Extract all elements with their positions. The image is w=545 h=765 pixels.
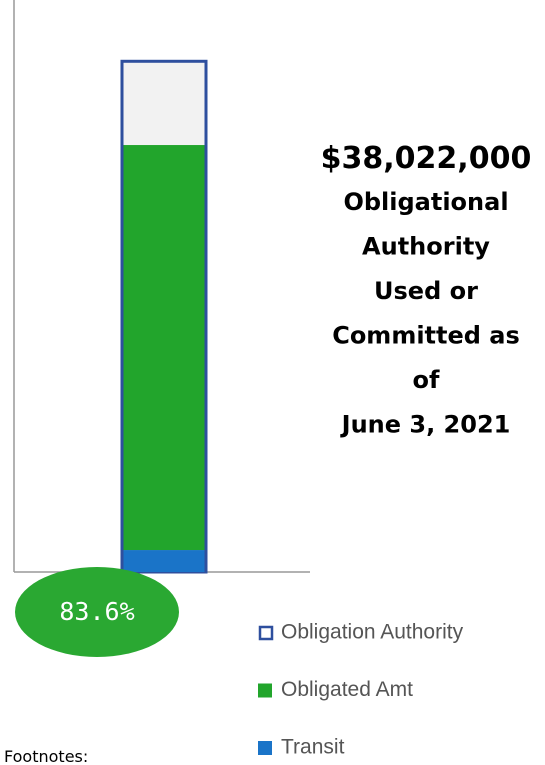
caption-line: of (413, 366, 440, 394)
caption-line: Authority (362, 233, 490, 261)
legend-label: Obligated Amt (281, 678, 413, 701)
legend-swatch (258, 625, 274, 641)
legend-swatch (258, 683, 272, 698)
percent-badge (15, 567, 179, 657)
legend-swatch (258, 741, 272, 755)
legend-label: Obligation Authority (281, 621, 464, 644)
footnote: Footnotes: (4, 747, 88, 765)
percent-label: 83.6% (59, 597, 134, 626)
bar-segment (123, 550, 205, 572)
caption-line: Committed as (332, 322, 520, 350)
caption-line: Used or (374, 277, 478, 305)
caption-line: June 3, 2021 (340, 411, 511, 439)
bar-segment (123, 145, 205, 551)
caption-line: Obligational (343, 188, 508, 216)
legend-label: Transit (281, 736, 345, 759)
amount: $38,022,000 (321, 141, 532, 176)
